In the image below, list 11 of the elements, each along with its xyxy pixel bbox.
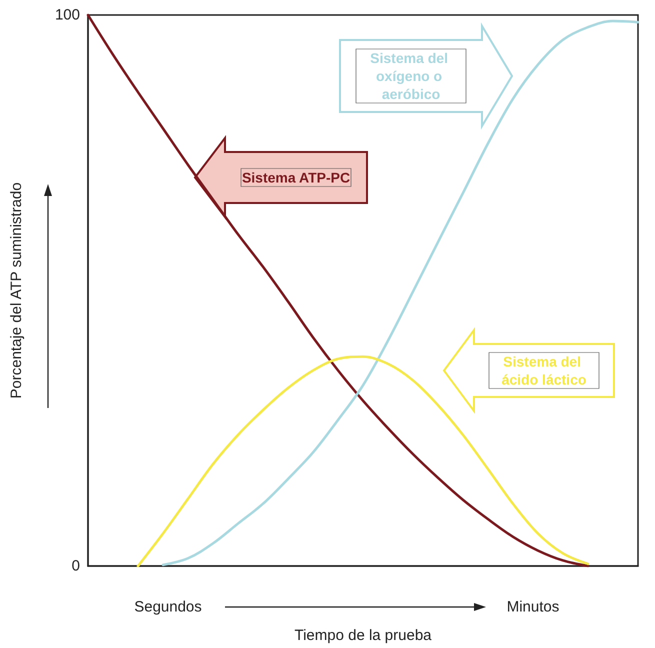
x-axis-title: Tiempo de la prueba: [294, 627, 432, 644]
text: Minutos: [506, 598, 560, 616]
text: Segundos: [134, 598, 202, 616]
line-series: [162, 20, 640, 566]
y-tick-label: 100: [54, 6, 80, 24]
y-axis-title: Porcentaje del ATP suministrado: [8, 182, 25, 399]
text: Sistema del oxígeno o aeróbico: [370, 50, 452, 102]
y-tick-label: 0: [72, 558, 80, 574]
text: Sistema del ácido láctico: [502, 354, 586, 388]
line-series: [136, 355, 590, 568]
text: Sistema ATP-PC: [242, 170, 350, 186]
